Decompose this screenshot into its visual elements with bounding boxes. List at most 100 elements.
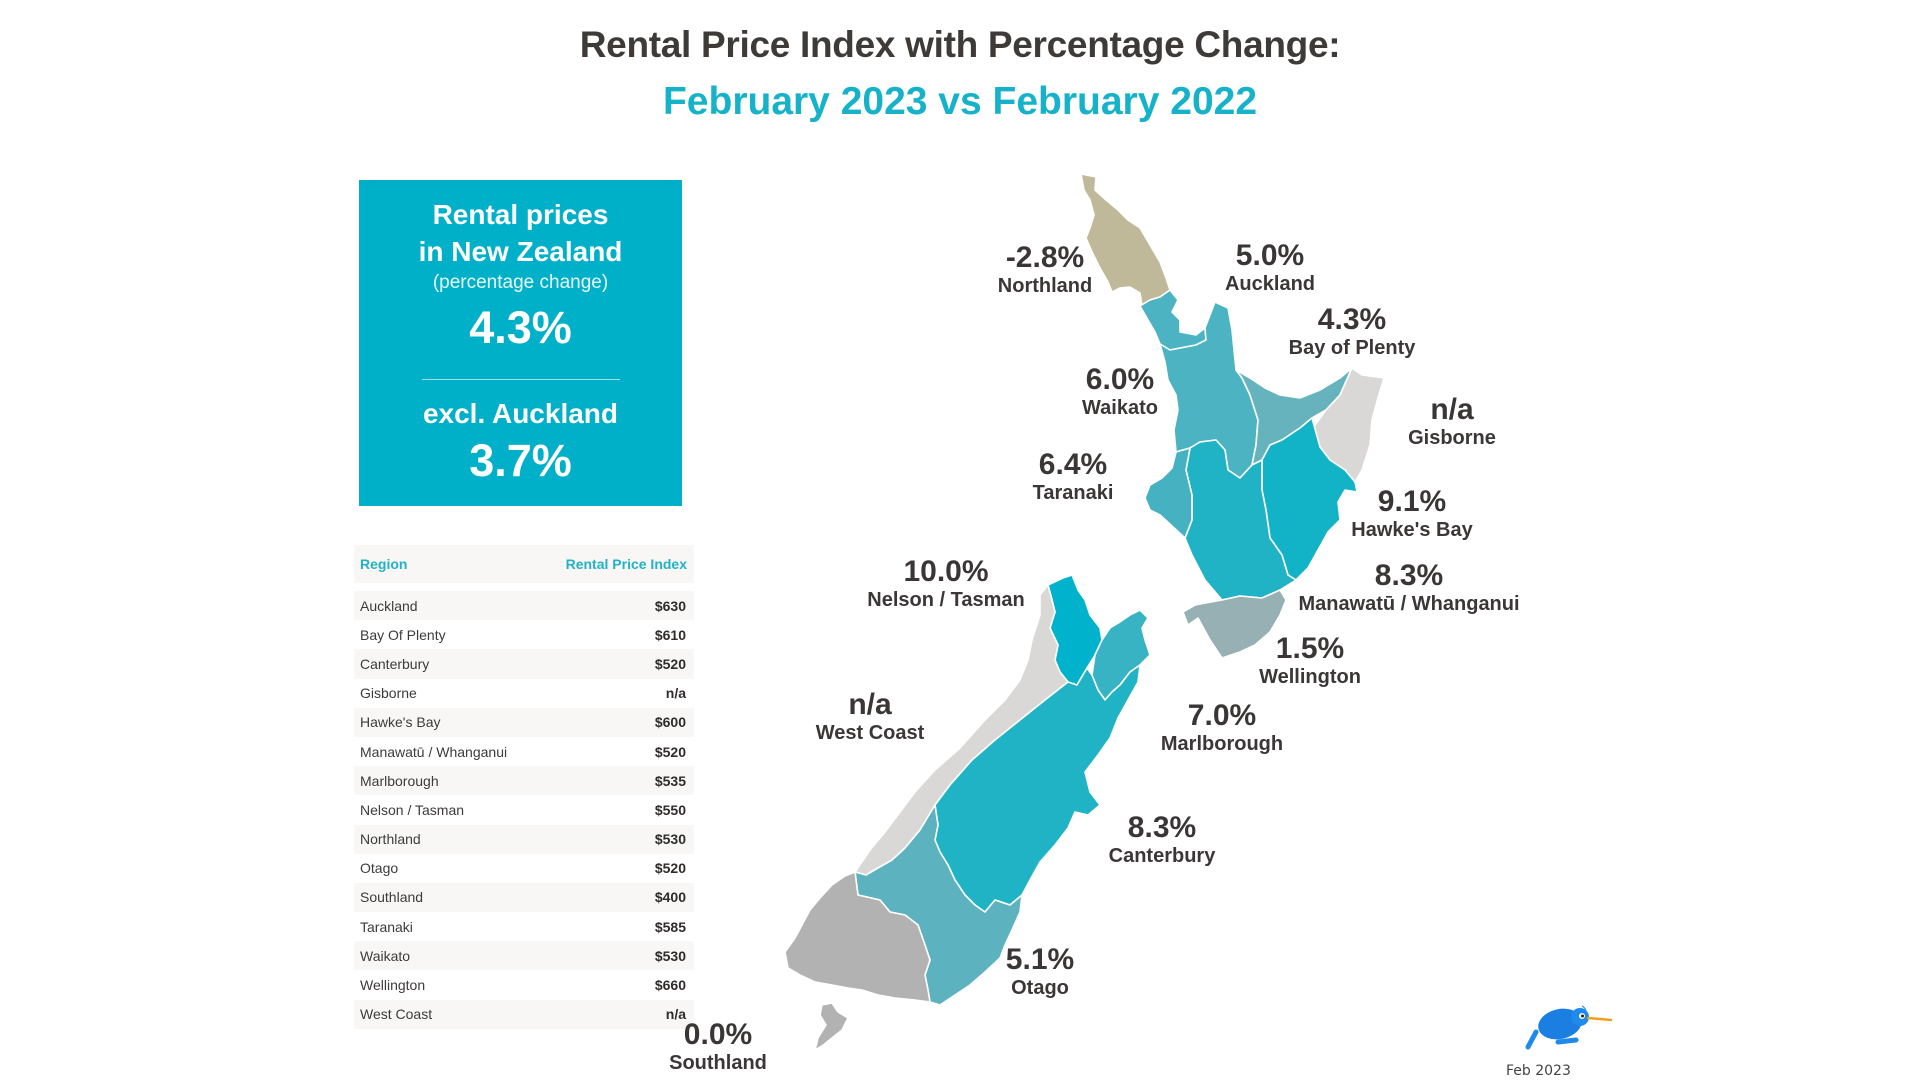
- pct-southland: 0.0%: [683, 1018, 753, 1051]
- name-auckland: Auckland: [1224, 273, 1316, 295]
- region-auckland[interactable]: [1139, 289, 1207, 351]
- cell-value: $585: [654, 918, 686, 935]
- name-manawatu: Manawatū / Whanganui: [1298, 593, 1520, 615]
- pct-nelson: 10.0%: [903, 555, 989, 588]
- pct-taranaki: 6.4%: [1038, 448, 1108, 481]
- cell-region: Marlborough: [360, 772, 439, 789]
- cell-value: $550: [654, 801, 686, 818]
- cell-value: $535: [654, 772, 686, 789]
- cell-region: Hawke's Bay: [360, 714, 441, 731]
- name-westcoast: West Coast: [815, 722, 925, 744]
- table-row: Hawke's Bay $600: [354, 707, 694, 737]
- table-header: Region Rental Price Index: [354, 545, 694, 583]
- pct-northland: -2.8%: [1005, 241, 1085, 274]
- name-waikato: Waikato: [1082, 397, 1158, 419]
- cell-value: $530: [654, 831, 686, 848]
- region-wellington[interactable]: [1182, 589, 1287, 659]
- cell-region: Nelson / Tasman: [360, 801, 465, 818]
- table-row: Bay Of Plenty $610: [354, 620, 694, 650]
- summary-divider: [422, 379, 620, 380]
- table-row: Gisborne n/a: [354, 678, 694, 708]
- cell-region: West Coast: [360, 1006, 433, 1023]
- pct-waikato: 6.0%: [1085, 363, 1155, 396]
- map-label-wellington: 1.5% Wellington: [1259, 633, 1361, 689]
- table-row: Nelson / Tasman $550: [354, 795, 694, 825]
- table-row: Northland $530: [354, 824, 694, 854]
- map-label-west-coast: n/a West Coast: [816, 689, 925, 745]
- cell-region: Northland: [360, 831, 421, 848]
- name-marlborough: Marlborough: [1160, 733, 1284, 755]
- map-label-gisborne: n/a Gisborne: [1408, 394, 1496, 450]
- table-row: Southland $400: [354, 882, 694, 913]
- map-label-northland: -2.8% Northland: [998, 242, 1092, 298]
- table-row: Waikato $530: [354, 941, 694, 971]
- cell-value: $600: [654, 714, 686, 731]
- table-row: Marlborough $535: [354, 766, 694, 796]
- cell-value: $520: [654, 860, 686, 877]
- national-change-value: 4.3%: [469, 302, 572, 353]
- cell-value: $520: [654, 655, 686, 672]
- cell-region: Canterbury: [360, 655, 430, 672]
- column-header-region: Region: [360, 556, 408, 572]
- pct-marlborough: 7.0%: [1187, 699, 1257, 732]
- name-gisborne: Gisborne: [1408, 427, 1496, 449]
- cell-region: Bay Of Plenty: [360, 626, 446, 643]
- table-row: Taranaki $585: [354, 912, 694, 942]
- name-taranaki: Taranaki: [1032, 482, 1114, 504]
- table-row: Canterbury $520: [354, 649, 694, 679]
- name-bop: Bay of Plenty: [1288, 337, 1416, 359]
- name-nelson: Nelson / Tasman: [867, 589, 1025, 611]
- cell-value: $610: [654, 626, 686, 643]
- pct-hawkes: 9.1%: [1377, 485, 1447, 518]
- cell-region: Manawatū / Whanganui: [360, 743, 508, 760]
- cell-region: Gisborne: [360, 685, 417, 702]
- map-label-bay-of-plenty: 4.3% Bay of Plenty: [1289, 304, 1416, 360]
- pct-gisborne: n/a: [1430, 393, 1474, 426]
- cell-region: Taranaki: [360, 918, 413, 935]
- region-southland[interactable]: [784, 871, 931, 1003]
- national-summary-card: Rental prices in New Zealand (percentage…: [359, 180, 682, 506]
- region-northland[interactable]: [1080, 173, 1171, 307]
- pct-bop: 4.3%: [1317, 303, 1387, 336]
- table-row: Otago $520: [354, 853, 694, 883]
- map-label-southland: 0.0% Southland: [669, 1019, 767, 1075]
- region-taranaki[interactable]: [1144, 447, 1193, 539]
- name-otago: Otago: [1011, 977, 1069, 999]
- cell-region: Auckland: [360, 597, 418, 614]
- name-southland: Southland: [669, 1052, 767, 1074]
- name-wellington: Wellington: [1259, 666, 1361, 688]
- cell-region: Wellington: [360, 977, 426, 994]
- pct-wellington: 1.5%: [1275, 632, 1345, 665]
- rental-price-table: Region Rental Price Index Auckland $630 B…: [354, 545, 694, 1029]
- name-hawkes: Hawke's Bay: [1351, 519, 1473, 541]
- page-subtitle: February 2023 vs February 2022: [662, 80, 1258, 123]
- pct-westcoast: n/a: [848, 688, 892, 721]
- excl-auckland-label: excl. Auckland: [422, 398, 619, 429]
- name-canterbury: Canterbury: [1108, 845, 1216, 867]
- cell-region: Waikato: [360, 947, 411, 964]
- page-title: Rental Price Index with Percentage Chang…: [579, 24, 1341, 65]
- cell-region: Southland: [360, 889, 424, 906]
- cell-value: $520: [654, 743, 686, 760]
- map-label-otago: 5.1% Otago: [1006, 944, 1074, 1000]
- table-row: West Coast n/a: [354, 999, 694, 1029]
- cell-value: n/a: [665, 685, 686, 702]
- pct-auckland: 5.0%: [1235, 239, 1305, 272]
- map-label-auckland: 5.0% Auckland: [1225, 240, 1315, 296]
- footer-date: Feb 2023: [1506, 1063, 1571, 1079]
- cell-region: Otago: [360, 860, 399, 877]
- cell-value: $630: [654, 597, 686, 614]
- map-label-waikato: 6.0% Waikato: [1082, 364, 1158, 420]
- cell-value: $400: [654, 889, 686, 906]
- name-northland: Northland: [997, 275, 1093, 297]
- map-label-manawatu-whanganui: 8.3% Manawatū / Whanganui: [1298, 560, 1519, 616]
- summary-heading-line2: in New Zealand: [418, 236, 623, 267]
- table-row: Wellington $660: [354, 970, 694, 1000]
- table-body: Auckland $630 Bay Of Plenty $610 Canterbur…: [354, 591, 694, 1029]
- excl-auckland-value: 3.7%: [469, 435, 572, 486]
- pct-otago: 5.1%: [1005, 943, 1075, 976]
- map-label-marlborough: 7.0% Marlborough: [1161, 700, 1283, 756]
- pct-manawatu: 8.3%: [1374, 559, 1444, 592]
- map-label-nelson-tasman: 10.0% Nelson / Tasman: [867, 556, 1024, 612]
- region-southland-stewart-island[interactable]: [814, 1002, 849, 1051]
